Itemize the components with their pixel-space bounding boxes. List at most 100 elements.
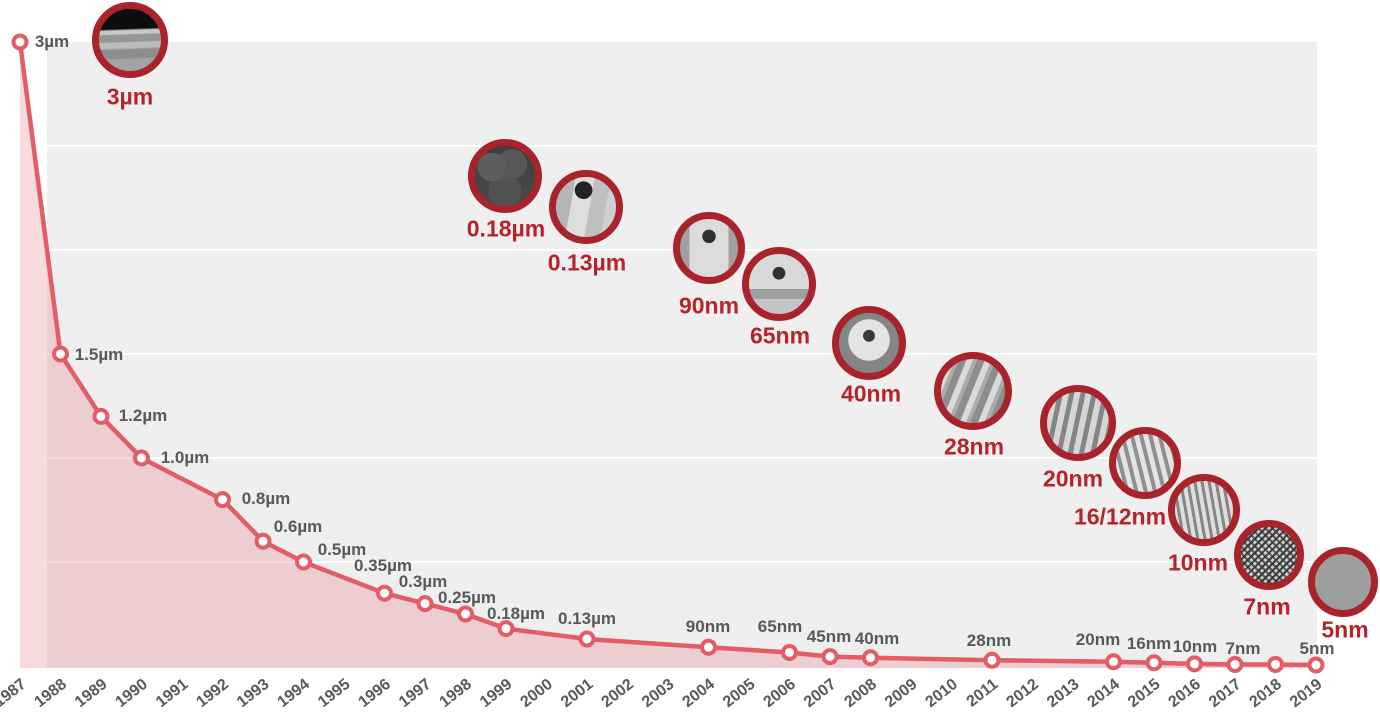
data-point <box>497 620 515 638</box>
data-point <box>52 345 69 363</box>
data-point <box>821 648 839 666</box>
data-point <box>457 605 474 623</box>
data-point <box>416 595 434 613</box>
point-label-0-35um: 0.35µm <box>354 556 412 575</box>
x-tick-2005: 2005 <box>720 676 759 711</box>
data-point-markers <box>11 33 1325 674</box>
point-label-0-5um: 0.5µm <box>317 540 367 559</box>
x-tick-2010: 2010 <box>922 676 961 711</box>
x-tick-2013: 2013 <box>1044 676 1083 711</box>
x-tick-2015: 2015 <box>1125 676 1164 711</box>
series-area <box>20 42 1316 668</box>
x-tick-2001: 2001 <box>558 676 597 711</box>
x-tick-1998: 1998 <box>436 676 475 711</box>
milestone-label-20nm: 20nm <box>1042 465 1104 492</box>
sem-image-013um <box>549 170 623 244</box>
x-tick-1994: 1994 <box>274 676 313 711</box>
point-label-0-13um: 0.13µm <box>558 609 616 628</box>
point-label-0-3um: 0.3µm <box>398 572 448 591</box>
sem-image-20nm <box>1040 385 1116 461</box>
data-point <box>1307 656 1325 674</box>
point-label-1-2um: 1.2µm <box>118 406 168 425</box>
data-point <box>295 553 312 571</box>
sem-image-018um <box>468 139 542 213</box>
x-tick-1987: 1987 <box>0 676 30 711</box>
point-label-0-8um: 0.8µm <box>241 489 291 508</box>
x-tick-2014: 2014 <box>1084 676 1123 711</box>
x-tick-1991: 1991 <box>153 676 192 711</box>
milestone-label-28nm: 28nm <box>943 433 1005 460</box>
x-tick-1990: 1990 <box>112 676 151 711</box>
point-label-1-5um: 1.5µm <box>74 345 124 364</box>
milestone-label-3um: 3µm <box>106 83 154 110</box>
data-point <box>214 491 231 509</box>
x-tick-1988: 1988 <box>31 676 70 711</box>
milestone-label-018um: 0.18µm <box>466 215 546 242</box>
milestone-label-90nm: 90nm <box>678 292 740 319</box>
data-point <box>983 651 1001 669</box>
x-tick-2016: 2016 <box>1165 676 1204 711</box>
x-tick-2008: 2008 <box>841 676 880 711</box>
x-tick-1989: 1989 <box>72 676 111 711</box>
sem-image-7nm <box>1234 520 1304 590</box>
x-tick-2017: 2017 <box>1206 676 1245 711</box>
point-label-16nm: 16nm <box>1126 634 1172 653</box>
point-label-45nm: 45nm <box>806 627 852 646</box>
sem-image-40nm <box>832 306 906 380</box>
x-tick-2018: 2018 <box>1246 676 1285 711</box>
point-label-10nm: 10nm <box>1172 637 1218 656</box>
x-tick-2011: 2011 <box>964 676 1002 711</box>
data-point <box>1267 656 1284 673</box>
data-point <box>92 407 110 425</box>
milestone-label-10nm: 10nm <box>1167 549 1229 576</box>
data-point <box>1186 655 1203 673</box>
x-tick-1999: 1999 <box>477 676 516 711</box>
sem-image-28nm <box>934 352 1012 430</box>
x-tick-2002: 2002 <box>598 676 637 711</box>
x-tick-2019: 2019 <box>1287 676 1326 711</box>
x-tick-2004: 2004 <box>679 676 718 711</box>
x-tick-1992: 1992 <box>193 676 232 711</box>
x-tick-2000: 2000 <box>517 676 556 711</box>
data-point <box>1226 656 1244 673</box>
data-point <box>376 584 393 602</box>
x-tick-1997: 1997 <box>396 676 435 711</box>
x-tick-1995: 1995 <box>315 676 354 711</box>
point-label-3um: 3µm <box>34 32 70 51</box>
point-label-1-0um: 1.0µm <box>160 448 210 467</box>
x-tick-1993: 1993 <box>234 676 273 711</box>
data-point <box>133 449 150 467</box>
x-tick-2006: 2006 <box>760 676 799 711</box>
point-label-28nm: 28nm <box>966 631 1012 650</box>
data-point <box>781 644 798 661</box>
data-point <box>700 638 717 656</box>
sem-image-90nm <box>673 212 745 284</box>
point-label-20nm: 20nm <box>1075 630 1121 649</box>
point-label-0-6um: 0.6µm <box>273 517 323 536</box>
milestone-label-40nm: 40nm <box>840 380 902 407</box>
x-axis-labels: 1987 1988 1989 1990 1991 1992 1993 1994 1995 1996… <box>0 676 1326 711</box>
point-label-5nm: 5nm <box>1299 639 1335 658</box>
data-point <box>11 33 29 51</box>
x-tick-2003: 2003 <box>639 676 678 711</box>
point-label-7nm: 7nm <box>1225 639 1261 658</box>
milestone-label-65nm: 65nm <box>749 322 811 349</box>
milestone-label-013um: 0.13µm <box>547 249 627 276</box>
x-tick-2009: 2009 <box>882 676 921 711</box>
x-tick-1996: 1996 <box>355 676 394 711</box>
point-label-0-25um: 0.25µm <box>438 588 496 607</box>
milestone-label-7nm: 7nm <box>1243 593 1291 620</box>
sem-image-10nm <box>1168 474 1240 546</box>
point-label-65nm: 65nm <box>757 617 803 636</box>
x-tick-2012: 2012 <box>1003 676 1042 711</box>
milestone-label-16-12nm: 16/12nm <box>1073 503 1167 530</box>
data-point <box>578 630 596 648</box>
sem-image-65nm <box>742 247 816 321</box>
sem-image-16-12nm <box>1109 427 1181 499</box>
x-tick-2007: 2007 <box>801 676 840 711</box>
data-point <box>1145 654 1163 672</box>
point-label-0-18um: 0.18µm <box>487 604 545 623</box>
sem-image-3um <box>92 2 168 78</box>
